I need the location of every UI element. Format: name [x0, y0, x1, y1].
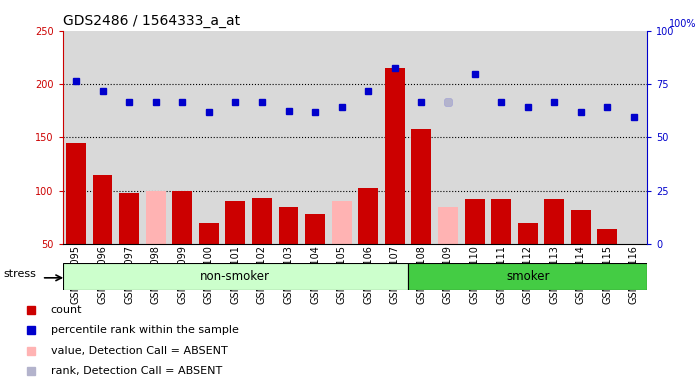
Text: smoker: smoker — [506, 270, 549, 283]
Bar — [571, 210, 591, 244]
Y-axis label: 100%: 100% — [669, 18, 696, 28]
Bar — [173, 190, 192, 244]
Bar — [93, 175, 113, 244]
Text: non-smoker: non-smoker — [200, 270, 270, 283]
Bar — [358, 189, 378, 244]
Bar — [438, 207, 458, 244]
Bar — [305, 214, 325, 244]
Text: GDS2486 / 1564333_a_at: GDS2486 / 1564333_a_at — [63, 14, 239, 28]
Bar — [332, 201, 351, 244]
Text: count: count — [51, 305, 82, 315]
Text: stress: stress — [3, 269, 36, 279]
Text: rank, Detection Call = ABSENT: rank, Detection Call = ABSENT — [51, 366, 222, 376]
Bar — [252, 198, 272, 244]
Bar — [66, 142, 86, 244]
Bar — [465, 199, 484, 244]
Text: percentile rank within the sample: percentile rank within the sample — [51, 325, 239, 335]
Bar — [63, 263, 408, 290]
Bar — [544, 199, 564, 244]
Bar — [411, 129, 432, 244]
Bar — [385, 68, 405, 244]
Bar — [597, 229, 617, 244]
Bar — [491, 199, 511, 244]
Bar — [199, 223, 219, 244]
Bar — [518, 223, 538, 244]
Text: value, Detection Call = ABSENT: value, Detection Call = ABSENT — [51, 346, 228, 356]
Bar — [408, 263, 647, 290]
Bar — [119, 193, 139, 244]
Bar — [278, 207, 299, 244]
Bar — [145, 190, 166, 244]
Bar — [226, 201, 246, 244]
